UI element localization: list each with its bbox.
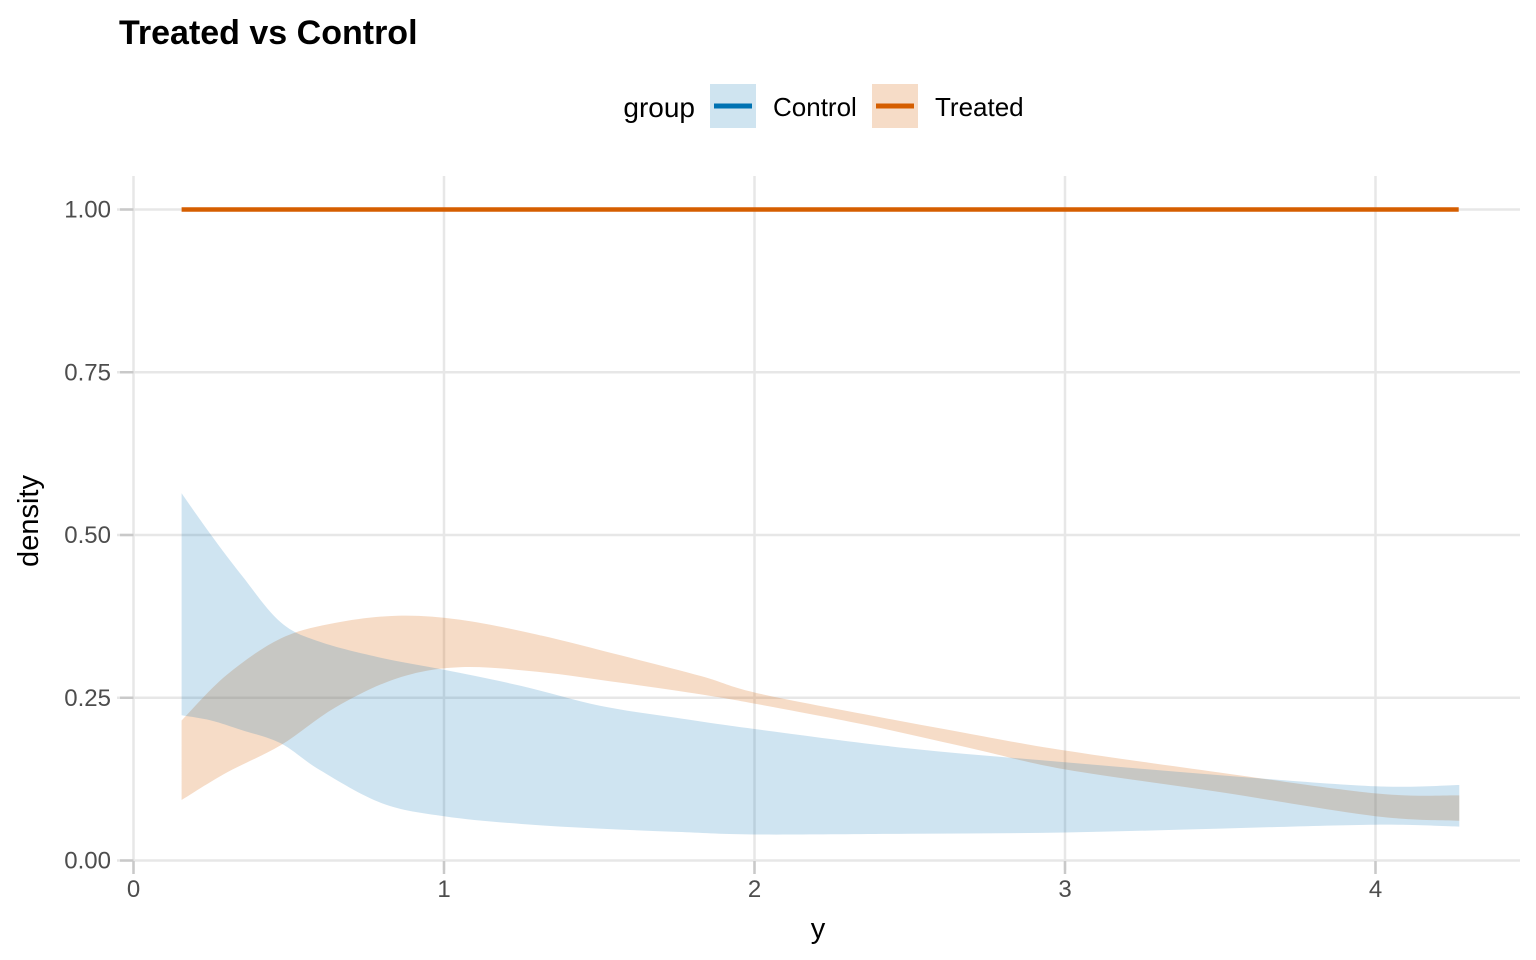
x-tick-label: 4 bbox=[1369, 876, 1382, 903]
y-tick-labels: 0.00 0.25 0.50 0.75 1.00 bbox=[64, 197, 111, 875]
ribbon-treated bbox=[181, 615, 1460, 821]
legend-label-control: Control bbox=[773, 92, 857, 122]
x-tick-label: 3 bbox=[1058, 876, 1071, 903]
x-tick-label: 1 bbox=[437, 876, 450, 903]
x-tick-label: 2 bbox=[748, 876, 761, 903]
geom-layer bbox=[181, 207, 1460, 835]
y-tick-label: 1.00 bbox=[64, 197, 111, 224]
tick-layer bbox=[120, 208, 1377, 874]
legend: group Control Treated bbox=[623, 84, 1024, 128]
chart-title: Treated vs Control bbox=[119, 14, 418, 52]
y-axis-title: density bbox=[13, 475, 45, 567]
legend-title: group bbox=[623, 92, 695, 123]
x-tick-labels: 0 1 2 3 4 bbox=[127, 876, 1382, 903]
x-axis-title: y bbox=[811, 913, 826, 945]
ribbon-control bbox=[181, 493, 1460, 835]
x-tick-label: 0 bbox=[127, 876, 140, 903]
y-tick-label: 0.00 bbox=[64, 848, 111, 875]
y-tick-label: 0.50 bbox=[64, 522, 111, 549]
legend-label-treated: Treated bbox=[935, 92, 1024, 122]
y-tick-label: 0.75 bbox=[64, 359, 111, 386]
y-tick-label: 0.25 bbox=[64, 685, 111, 712]
